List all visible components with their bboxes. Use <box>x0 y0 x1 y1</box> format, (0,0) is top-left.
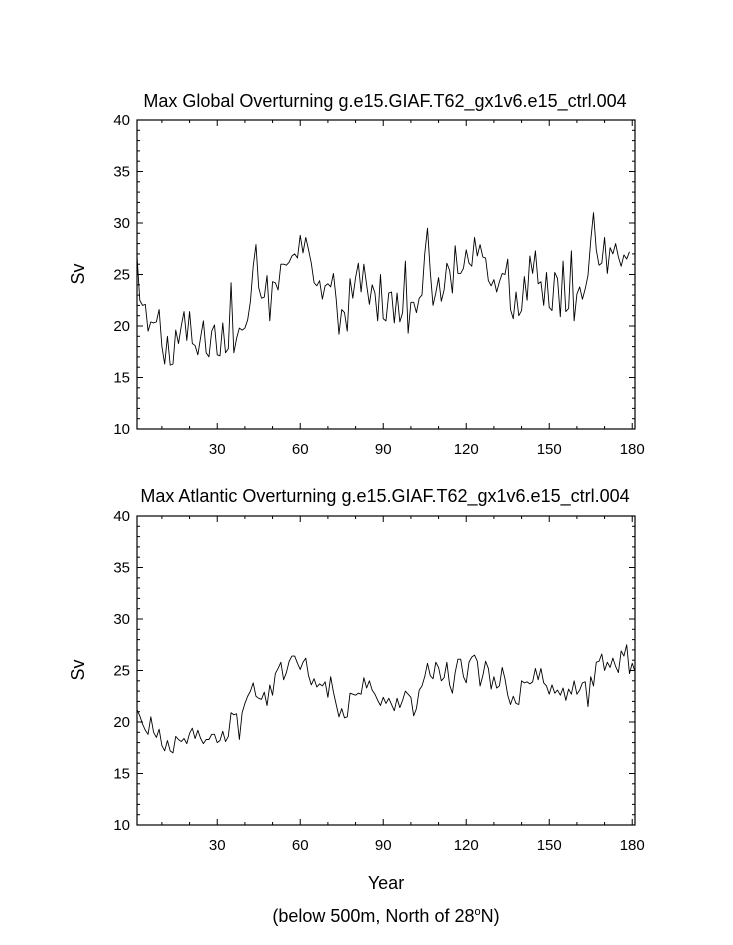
atlantic-x-axis-label: Year <box>368 873 404 893</box>
atlantic-x-tick-label: 150 <box>537 837 562 854</box>
atlantic-chart-title: Max Atlantic Overturning g.e15.GIAF.T62_… <box>140 486 629 507</box>
atlantic-y-axis-label: Sv <box>68 659 88 680</box>
global-chart-title: Max Global Overturning g.e15.GIAF.T62_gx… <box>143 91 626 112</box>
atlantic-overturning-series-line <box>136 644 636 754</box>
atlantic-y-tick-label: 10 <box>113 817 130 834</box>
atlantic-x-tick-label: 30 <box>209 837 226 854</box>
atlantic-x-tick-label: 60 <box>292 837 309 854</box>
global-y-tick-label: 35 <box>113 164 130 181</box>
atlantic-overturning-panel: Max Atlantic Overturning g.e15.GIAF.T62_… <box>68 486 645 893</box>
atlantic-y-tick-label: 30 <box>113 611 130 628</box>
atlantic-x-tick-label: 120 <box>454 837 479 854</box>
global-y-tick-label: 25 <box>113 267 130 284</box>
footnote-degree: o <box>474 906 480 918</box>
global-y-tick-label: 20 <box>113 318 130 335</box>
footnote-prefix: (below 500m, North of 28 <box>272 906 474 926</box>
global-x-tick-label: 180 <box>620 441 645 458</box>
global-overturning-panel: Max Global Overturning g.e15.GIAF.T62_gx… <box>68 91 645 458</box>
atlantic-x-tick-label: 90 <box>375 837 392 854</box>
footnote: (below 500m, North of 28oN) <box>272 906 499 926</box>
global-overturning-series-line <box>136 212 630 366</box>
atlantic-y-tick-label: 40 <box>113 508 130 525</box>
global-x-tick-label: 60 <box>292 441 309 458</box>
global-plot-frame <box>136 119 636 430</box>
global-y-axis-label: Sv <box>68 263 88 284</box>
global-y-tick-label: 30 <box>113 215 130 232</box>
global-x-tick-label: 90 <box>375 441 392 458</box>
atlantic-x-tick-label: 180 <box>620 837 645 854</box>
global-x-tick-label: 150 <box>537 441 562 458</box>
global-y-tick-label: 10 <box>113 421 130 438</box>
global-x-tick-label: 30 <box>209 441 226 458</box>
footnote-suffix: N) <box>481 906 500 926</box>
atlantic-y-tick-label: 20 <box>113 714 130 731</box>
atlantic-y-tick-label: 35 <box>113 560 130 577</box>
global-y-tick-label: 40 <box>113 112 130 129</box>
atlantic-y-tick-label: 25 <box>113 663 130 680</box>
global-y-tick-label: 15 <box>113 370 130 387</box>
atlantic-plot-frame <box>136 515 636 826</box>
atlantic-y-tick-label: 15 <box>113 766 130 783</box>
global-x-tick-label: 120 <box>454 441 479 458</box>
